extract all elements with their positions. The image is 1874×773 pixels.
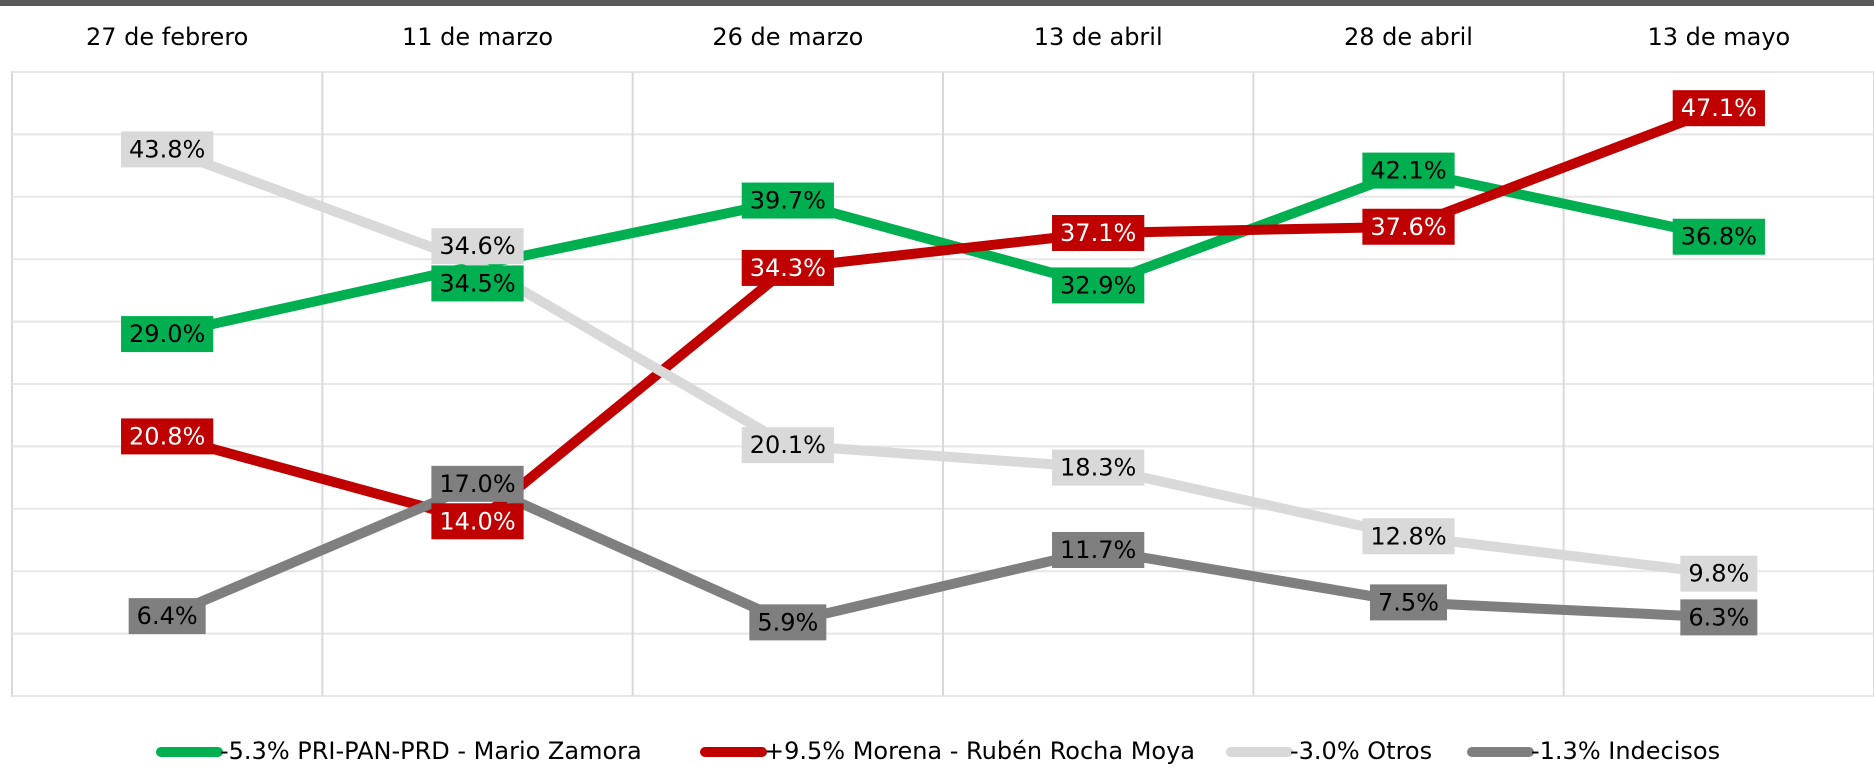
data-label-text: 37.6% (1370, 213, 1446, 241)
data-label-text: 39.7% (750, 187, 826, 215)
data-label: 32.9% (1052, 267, 1145, 304)
data-label-text: 6.3% (1688, 603, 1749, 631)
data-label: 37.1% (1052, 214, 1145, 251)
data-label-text: 43.8% (129, 135, 205, 163)
data-label: 9.8% (1680, 555, 1758, 592)
legend-label: +9.5% Morena - Rubén Rocha Moya (764, 737, 1195, 765)
data-label-text: 5.9% (757, 608, 818, 636)
series-line (165, 478, 1720, 628)
data-label-box (121, 131, 214, 168)
x-tick-label: 13 de abril (1034, 23, 1163, 51)
data-label-text: 7.5% (1378, 588, 1439, 616)
top-bar (0, 0, 1874, 6)
data-label-text: 34.5% (439, 269, 515, 297)
data-label: 29.0% (121, 316, 214, 353)
data-label-text: 34.3% (750, 254, 826, 282)
data-label: 37.6% (1362, 208, 1455, 245)
data-label: 20.8% (121, 418, 214, 455)
data-label-text: 37.1% (1060, 219, 1136, 247)
data-label-box (1680, 555, 1758, 592)
data-label: 17.0% (431, 465, 524, 502)
data-label: 34.5% (431, 265, 524, 302)
data-label-text: 18.3% (1060, 454, 1136, 482)
data-label: 14.0% (431, 503, 524, 540)
data-label: 7.5% (1370, 584, 1447, 621)
data-label-box (1052, 267, 1145, 304)
data-label-text: 47.1% (1681, 94, 1757, 122)
data-label: 42.1% (1362, 152, 1455, 189)
legend-label: -1.3% Indecisos (1531, 737, 1720, 765)
data-label-box (1370, 584, 1447, 621)
data-label-text: 34.6% (439, 232, 515, 260)
data-label-text: 20.8% (129, 422, 205, 450)
data-label: 39.7% (741, 182, 834, 219)
data-label-box (741, 182, 834, 219)
data-label-box (431, 265, 524, 302)
data-label-box (128, 598, 206, 635)
series-line (166, 165, 1720, 339)
data-label: 6.3% (1680, 599, 1758, 636)
data-label: 43.8% (121, 131, 214, 168)
data-label-box (121, 418, 214, 455)
data-label-box (749, 604, 827, 641)
data-label: 12.8% (1362, 518, 1455, 555)
data-label-box (1672, 90, 1765, 127)
data-label-text: 17.0% (439, 470, 515, 498)
data-label-box (1052, 449, 1145, 486)
data-label-text: 29.0% (129, 320, 205, 348)
legend-label: -3.0% Otros (1290, 737, 1432, 765)
data-label-text: 36.8% (1681, 223, 1757, 251)
data-label-box (431, 228, 524, 265)
data-label: 34.6% (431, 228, 524, 265)
data-label-box (1362, 518, 1455, 555)
data-label: 47.1% (1672, 90, 1765, 127)
data-label-box (431, 503, 524, 540)
data-label-box (1680, 599, 1758, 636)
data-label-box (121, 316, 214, 353)
x-tick-label: 26 de marzo (712, 23, 863, 51)
data-label-box (741, 427, 834, 464)
data-label-text: 11.7% (1060, 536, 1136, 564)
data-label-box (741, 249, 834, 286)
data-label: 36.8% (1672, 218, 1765, 255)
x-tick-label: 13 de mayo (1647, 23, 1790, 51)
series-line (165, 144, 1720, 579)
data-label-text: 14.0% (439, 507, 515, 535)
data-label-text: 20.1% (750, 431, 826, 459)
data-label: 18.3% (1052, 449, 1145, 486)
data-label: 34.3% (741, 249, 834, 286)
data-label-text: 12.8% (1370, 522, 1446, 550)
data-label: 20.1% (741, 427, 834, 464)
data-label: 11.7% (1052, 531, 1145, 568)
data-label-text: 6.4% (137, 602, 198, 630)
x-tick-label: 28 de abril (1344, 23, 1473, 51)
legend-label: -5.3% PRI-PAN-PRD - Mario Zamora (220, 737, 642, 765)
data-label-box (1052, 531, 1145, 568)
data-label: 5.9% (749, 604, 827, 641)
data-label-box (431, 465, 524, 502)
data-label-box (1052, 214, 1145, 251)
data-label: 6.4% (128, 598, 206, 635)
data-label-text: 32.9% (1060, 271, 1136, 299)
data-label-box (1362, 208, 1455, 245)
data-label-box (1672, 218, 1765, 255)
data-label-box (1362, 152, 1455, 189)
data-label-text: 42.1% (1370, 157, 1446, 185)
x-tick-label: 27 de febrero (86, 23, 248, 51)
x-tick-label: 11 de marzo (402, 23, 553, 51)
data-label-text: 9.8% (1688, 560, 1749, 588)
